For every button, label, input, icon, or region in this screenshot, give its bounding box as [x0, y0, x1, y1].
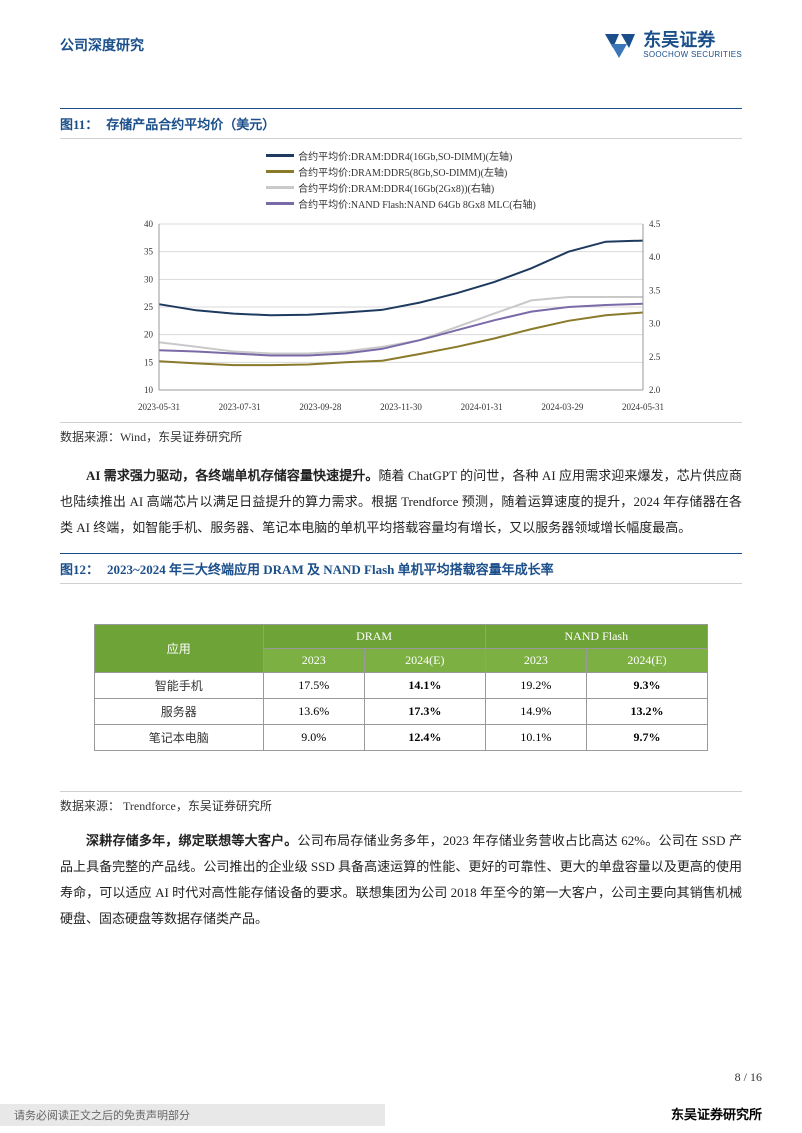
table-cell: 17.3%	[364, 699, 485, 725]
footer-disclaimer: 请务必阅读正文之后的免责声明部分	[0, 1104, 385, 1126]
table-cell: 13.6%	[263, 699, 364, 725]
legend-item: 合约平均价:NAND Flash:NAND 64Gb 8Gx8 MLC(右轴)	[266, 196, 536, 211]
table-row: 服务器13.6%17.3%14.9%13.2%	[95, 699, 708, 725]
logo-text-en: SOOCHOW SECURITIES	[643, 51, 742, 60]
page-footer: 请务必阅读正文之后的免责声明部分 东吴证券研究所	[0, 1097, 802, 1133]
table-row-label: 服务器	[95, 699, 263, 725]
table-cell: 9.7%	[587, 725, 708, 751]
figure11-title-row: 图11： 存储产品合约平均价（美元）	[60, 108, 742, 139]
table-row: 智能手机17.5%14.1%19.2%9.3%	[95, 673, 708, 699]
doc-type-label: 公司深度研究	[60, 35, 144, 55]
svg-text:2.5: 2.5	[649, 352, 661, 362]
table-cell: 10.1%	[485, 725, 586, 751]
page-header: 公司深度研究 东吴证券 SOOCHOW SECURITIES	[60, 30, 742, 68]
figure12-source: 数据来源： Trendforce，东吴证券研究所	[60, 791, 742, 814]
svg-text:20: 20	[144, 330, 154, 340]
table-row-label: 智能手机	[95, 673, 263, 699]
figure11-source: 数据来源：Wind，东吴证券研究所	[60, 422, 742, 445]
figure12-table-wrap: 应用DRAMNAND Flash20232024(E)20232024(E)智能…	[60, 624, 742, 751]
table-header-year: 2023	[485, 649, 586, 673]
svg-text:15: 15	[144, 357, 154, 367]
legend-item: 合约平均价:DRAM:DDR4(16Gb(2Gx8))(右轴)	[266, 180, 536, 195]
svg-text:30: 30	[144, 274, 154, 284]
table-header-year: 2024(E)	[364, 649, 485, 673]
table-header-group: NAND Flash	[485, 625, 707, 649]
table-row-label: 笔记本电脑	[95, 725, 263, 751]
footer-institute: 东吴证券研究所	[671, 1104, 762, 1123]
table-row: 笔记本电脑9.0%12.4%10.1%9.7%	[95, 725, 708, 751]
figure12-title: 2023~2024 年三大终端应用 DRAM 及 NAND Flash 单机平均…	[107, 559, 554, 578]
table-cell: 9.0%	[263, 725, 364, 751]
svg-text:40: 40	[144, 219, 154, 229]
svg-text:4.5: 4.5	[649, 219, 661, 229]
page-number: 8 / 16	[735, 1070, 762, 1085]
figure11-label: 图11：	[60, 114, 98, 133]
svg-text:3.5: 3.5	[649, 285, 661, 295]
figure11-chart: 合约平均价:DRAM:DDR4(16Gb,SO-DIMM)(左轴)合约平均价:D…	[60, 143, 742, 418]
svg-text:25: 25	[144, 302, 154, 312]
para1-bold: AI 需求强力驱动，各终端单机存储容量快速提升。	[86, 468, 378, 483]
figure12-label: 图12：	[60, 559, 99, 578]
logo-text-cn: 东吴证券	[643, 31, 742, 51]
svg-text:2.0: 2.0	[649, 385, 661, 395]
table-cell: 9.3%	[587, 673, 708, 699]
table-cell: 14.9%	[485, 699, 586, 725]
svg-text:2024-03-29: 2024-03-29	[541, 402, 583, 412]
svg-text:2023-11-30: 2023-11-30	[380, 402, 422, 412]
legend-item: 合约平均价:DRAM:DDR4(16Gb,SO-DIMM)(左轴)	[266, 148, 536, 163]
svg-text:2024-05-31: 2024-05-31	[622, 402, 664, 412]
table-header-group: DRAM	[263, 625, 485, 649]
svg-text:2023-05-31: 2023-05-31	[138, 402, 180, 412]
growth-table: 应用DRAMNAND Flash20232024(E)20232024(E)智能…	[94, 624, 708, 751]
legend-item: 合约平均价:DRAM:DDR5(8Gb,SO-DIMM)(左轴)	[266, 164, 536, 179]
table-cell: 17.5%	[263, 673, 364, 699]
para2-bold: 深耕存储多年，绑定联想等大客户。	[86, 833, 298, 848]
svg-text:2024-01-31: 2024-01-31	[461, 402, 503, 412]
table-cell: 19.2%	[485, 673, 586, 699]
table-cell: 14.1%	[364, 673, 485, 699]
table-header-year: 2024(E)	[587, 649, 708, 673]
svg-text:4.0: 4.0	[649, 252, 661, 262]
chart-legend: 合约平均价:DRAM:DDR4(16Gb,SO-DIMM)(左轴)合约平均价:D…	[266, 147, 536, 212]
figure12-title-row: 图12： 2023~2024 年三大终端应用 DRAM 及 NAND Flash…	[60, 553, 742, 584]
svg-text:35: 35	[144, 247, 154, 257]
paragraph-1: AI 需求强力驱动，各终端单机存储容量快速提升。随着 ChatGPT 的问世，各…	[60, 463, 742, 541]
svg-text:2023-09-28: 2023-09-28	[299, 402, 341, 412]
figure11-title: 存储产品合约平均价（美元）	[106, 114, 275, 133]
logo-icon	[603, 30, 637, 60]
company-logo: 东吴证券 SOOCHOW SECURITIES	[603, 30, 742, 60]
svg-text:2023-07-31: 2023-07-31	[219, 402, 261, 412]
paragraph-2: 深耕存储多年，绑定联想等大客户。公司布局存储业务多年，2023 年存储业务营收占…	[60, 828, 742, 932]
table-cell: 13.2%	[587, 699, 708, 725]
table-header-year: 2023	[263, 649, 364, 673]
table-cell: 12.4%	[364, 725, 485, 751]
svg-text:3.0: 3.0	[649, 319, 661, 329]
table-header-app: 应用	[95, 625, 263, 673]
line-chart-svg: 10 15 20 25 30 35 40 2.0 2.5 3.0 3.5 4.0 4.5 2023-05-…	[121, 218, 681, 418]
svg-text:10: 10	[144, 385, 154, 395]
